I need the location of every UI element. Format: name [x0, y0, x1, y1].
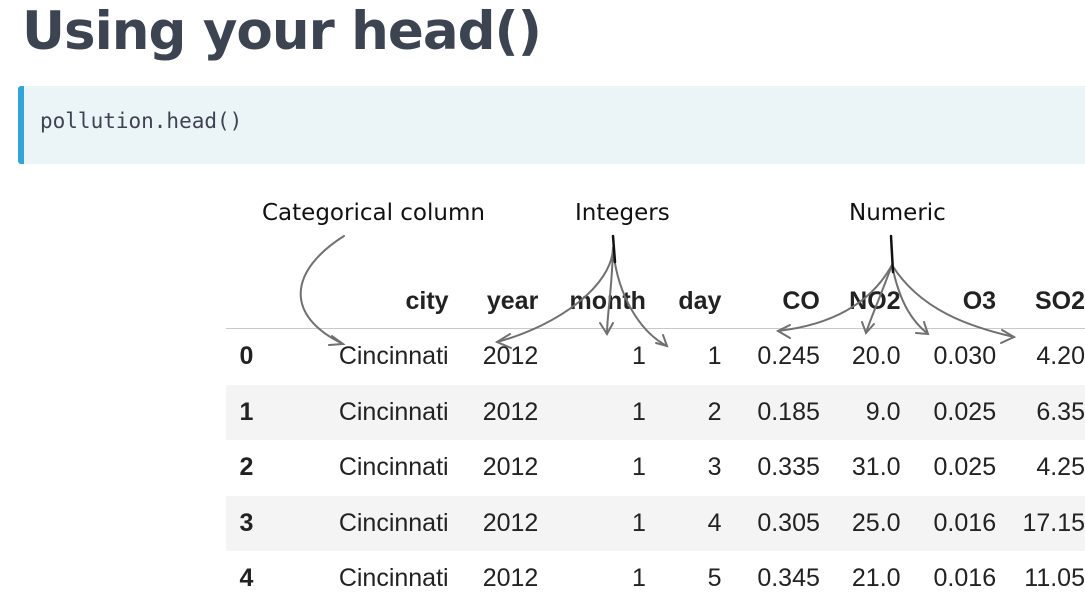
- header-year: year: [476, 274, 539, 329]
- cell-year: 2012: [482, 508, 539, 537]
- cell-index: 4: [239, 564, 254, 593]
- table-header-row: city year month day CO NO2 O3 SO2: [226, 274, 1085, 329]
- table-row: 0 Cincinnati 2012 1 1 0.245 20.0 0.030 4.20: [226, 329, 1085, 385]
- cell-no2: 21.0: [851, 564, 901, 593]
- cell-month: 1: [632, 342, 646, 371]
- cell-index: 3: [239, 508, 254, 537]
- cell-o3: 0.016: [933, 508, 997, 537]
- table-row: 2 Cincinnati 2012 1 3 0.335 31.0 0.025 4.25: [226, 440, 1085, 496]
- cell-day: 2: [707, 397, 722, 426]
- cell-co: 0.345: [757, 564, 820, 593]
- table-row: 3 Cincinnati 2012 1 4 0.305 25.0 0.016 17.15: [226, 495, 1085, 551]
- cell-co: 0.335: [757, 453, 820, 482]
- cell-month: 1: [632, 564, 646, 593]
- cell-year: 2012: [482, 564, 539, 593]
- cell-year: 2012: [482, 453, 539, 482]
- cell-year: 2012: [482, 342, 539, 371]
- slide-title: Using your head(): [22, 1, 542, 62]
- cell-year: 2012: [482, 397, 539, 426]
- cell-city: Cincinnati: [338, 508, 449, 537]
- cell-day: 3: [707, 453, 722, 482]
- cell-so2: 6.35: [1036, 397, 1085, 426]
- table-row: 1 Cincinnati 2012 1 2 0.185 9.0 0.025 6.35: [226, 384, 1085, 440]
- cell-o3: 0.025: [933, 453, 997, 482]
- annotation-numeric: Numeric: [849, 200, 946, 226]
- cell-city: Cincinnati: [338, 342, 449, 371]
- header-city: city: [266, 274, 477, 329]
- cell-city: Cincinnati: [338, 397, 449, 426]
- cell-no2: 9.0: [865, 397, 901, 426]
- cell-index: 1: [239, 397, 254, 426]
- code-text: pollution.head(): [40, 109, 243, 133]
- header-co: CO: [721, 274, 820, 329]
- numeric-pointer-line: [889, 234, 895, 274]
- integers-pointer-line: [611, 234, 617, 264]
- dataframe-table: city year month day CO NO2 O3 SO2 0 Cinci…: [226, 274, 1085, 607]
- cell-no2: 31.0: [851, 453, 901, 482]
- cell-index: 0: [239, 342, 254, 371]
- cell-month: 1: [632, 397, 646, 426]
- cell-index: 2: [239, 453, 254, 482]
- cell-so2: 17.15: [1022, 508, 1085, 537]
- cell-co: 0.305: [757, 508, 820, 537]
- annotation-categorical: Categorical column: [262, 200, 485, 226]
- cell-no2: 25.0: [851, 508, 901, 537]
- header-o3: O3: [900, 274, 997, 329]
- cell-o3: 0.025: [933, 397, 997, 426]
- cell-day: 1: [707, 342, 722, 371]
- code-block: pollution.head(): [18, 86, 1085, 164]
- cell-so2: 4.20: [1036, 342, 1085, 371]
- cell-city: Cincinnati: [338, 453, 449, 482]
- header-so2: SO2: [996, 274, 1085, 329]
- cell-co: 0.185: [757, 397, 820, 426]
- cell-month: 1: [632, 508, 646, 537]
- table-row: 4 Cincinnati 2012 1 5 0.345 21.0 0.016 11.05: [226, 551, 1085, 607]
- header-index: [226, 274, 267, 329]
- cell-so2: 11.05: [1024, 564, 1085, 593]
- cell-day: 4: [707, 508, 722, 537]
- header-no2: NO2: [819, 274, 901, 329]
- cell-co: 0.245: [757, 342, 820, 371]
- cell-no2: 20.0: [851, 342, 901, 371]
- header-month: month: [538, 274, 646, 329]
- cell-so2: 4.25: [1036, 453, 1085, 482]
- annotation-integers: Integers: [575, 200, 670, 226]
- header-day: day: [645, 274, 722, 329]
- cell-day: 5: [707, 564, 722, 593]
- cell-month: 1: [632, 453, 646, 482]
- cell-o3: 0.016: [933, 564, 997, 593]
- cell-o3: 0.030: [933, 342, 997, 371]
- cell-city: Cincinnati: [338, 564, 449, 593]
